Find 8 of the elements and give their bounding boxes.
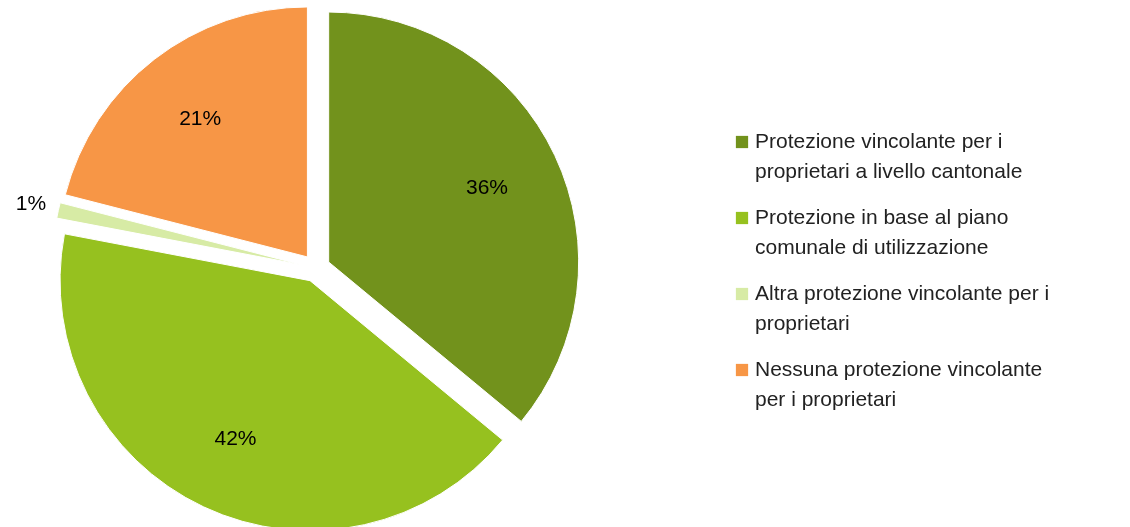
- data-label: 42%: [214, 426, 257, 450]
- data-label: 21%: [179, 105, 222, 129]
- data-label: 36%: [466, 174, 509, 198]
- legend-label: Nessuna protezione vincolante per i proprietari: [755, 357, 1043, 410]
- data-label: 1%: [15, 191, 47, 215]
- legend-label: Protezione in base al piano comunale di utilizzazione: [755, 205, 1009, 258]
- legend-label: Protezione vincolante per i proprietari a livello cantonale: [755, 129, 1023, 182]
- legend-label: Altra protezione vincolante per i proprietari: [755, 281, 1050, 334]
